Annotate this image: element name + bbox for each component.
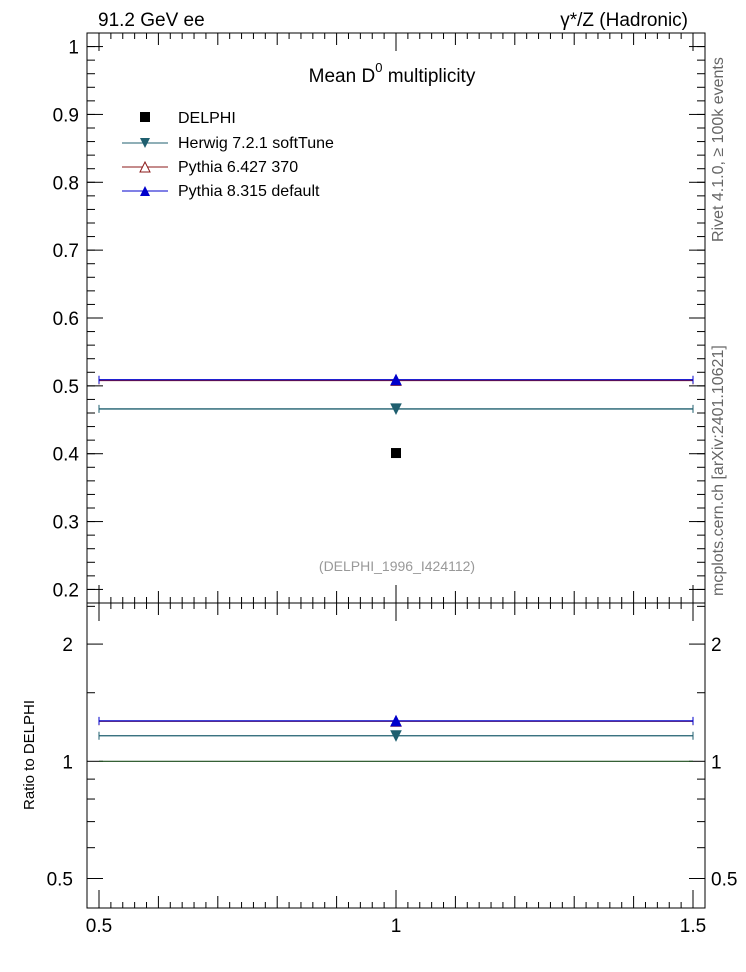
chart-title: Mean D0 multiplicity bbox=[309, 60, 476, 87]
chart-title-main: Mean D bbox=[309, 66, 376, 87]
legend-marker-pythia6 bbox=[139, 160, 151, 173]
data-point bbox=[391, 448, 401, 459]
rivet-version-label: Rivet 4.1.0, ≥ 100k events bbox=[710, 57, 727, 242]
header-right: γ*/Z (Hadronic) bbox=[560, 10, 688, 31]
main-ytick-label: 0.4 bbox=[53, 445, 80, 466]
xtick-label: 1 bbox=[391, 916, 402, 937]
legend-marker-data bbox=[140, 112, 150, 122]
main-ytick-label: 0.2 bbox=[53, 580, 79, 601]
xtick-label: 1.5 bbox=[680, 916, 706, 937]
ratio-ytick-label-right: 2 bbox=[711, 635, 722, 656]
mcplots-label: mcplots.cern.ch [arXiv:2401.10621] bbox=[710, 345, 727, 596]
legend-label-pythia8: Pythia 8.315 default bbox=[178, 183, 320, 200]
ratio-ytick-label: 2 bbox=[62, 635, 73, 656]
legend-marker-herwig bbox=[140, 138, 150, 148]
main-ytick-label: 0.8 bbox=[53, 173, 79, 194]
main-ytick-label: 0.5 bbox=[53, 377, 79, 398]
main-ytick-label: 0.9 bbox=[53, 105, 79, 126]
ratio-marker-2 bbox=[390, 714, 402, 727]
chart-title-sup: 0 bbox=[375, 60, 382, 75]
main-ytick-label: 1 bbox=[68, 38, 79, 59]
legend: DELPHI Herwig 7.2.1 softTune Pythia 6.42… bbox=[122, 110, 334, 200]
series-marker-2 bbox=[390, 373, 402, 386]
ratio-ytick-label: 0.5 bbox=[47, 870, 73, 891]
chart-title-rest: multiplicity bbox=[382, 66, 475, 87]
legend-label-pythia6: Pythia 6.427 370 bbox=[178, 159, 298, 176]
ratio-panel-frame bbox=[86, 602, 706, 909]
main-ytick-label: 0.6 bbox=[53, 309, 79, 330]
analysis-id: (DELPHI_1996_I424112) bbox=[319, 558, 475, 574]
ratio-ytick-label-right: 0.5 bbox=[711, 870, 737, 891]
main-ytick-label: 0.7 bbox=[53, 241, 79, 262]
series-marker-0 bbox=[390, 403, 402, 416]
ratio-ytick-label: 1 bbox=[62, 752, 73, 773]
ratio-ytick-label-right: 1 bbox=[711, 752, 722, 773]
ratio-marker-0 bbox=[390, 730, 402, 742]
ratio-ylabel: Ratio to DELPHI bbox=[21, 700, 38, 810]
main-ytick-label: 0.3 bbox=[53, 513, 79, 534]
legend-label-herwig: Herwig 7.2.1 softTune bbox=[178, 135, 334, 152]
legend-label-data: DELPHI bbox=[178, 110, 236, 127]
xtick-label: 0.5 bbox=[86, 916, 112, 937]
legend-marker-pythia8 bbox=[140, 186, 150, 196]
header-left: 91.2 GeV ee bbox=[98, 10, 205, 31]
